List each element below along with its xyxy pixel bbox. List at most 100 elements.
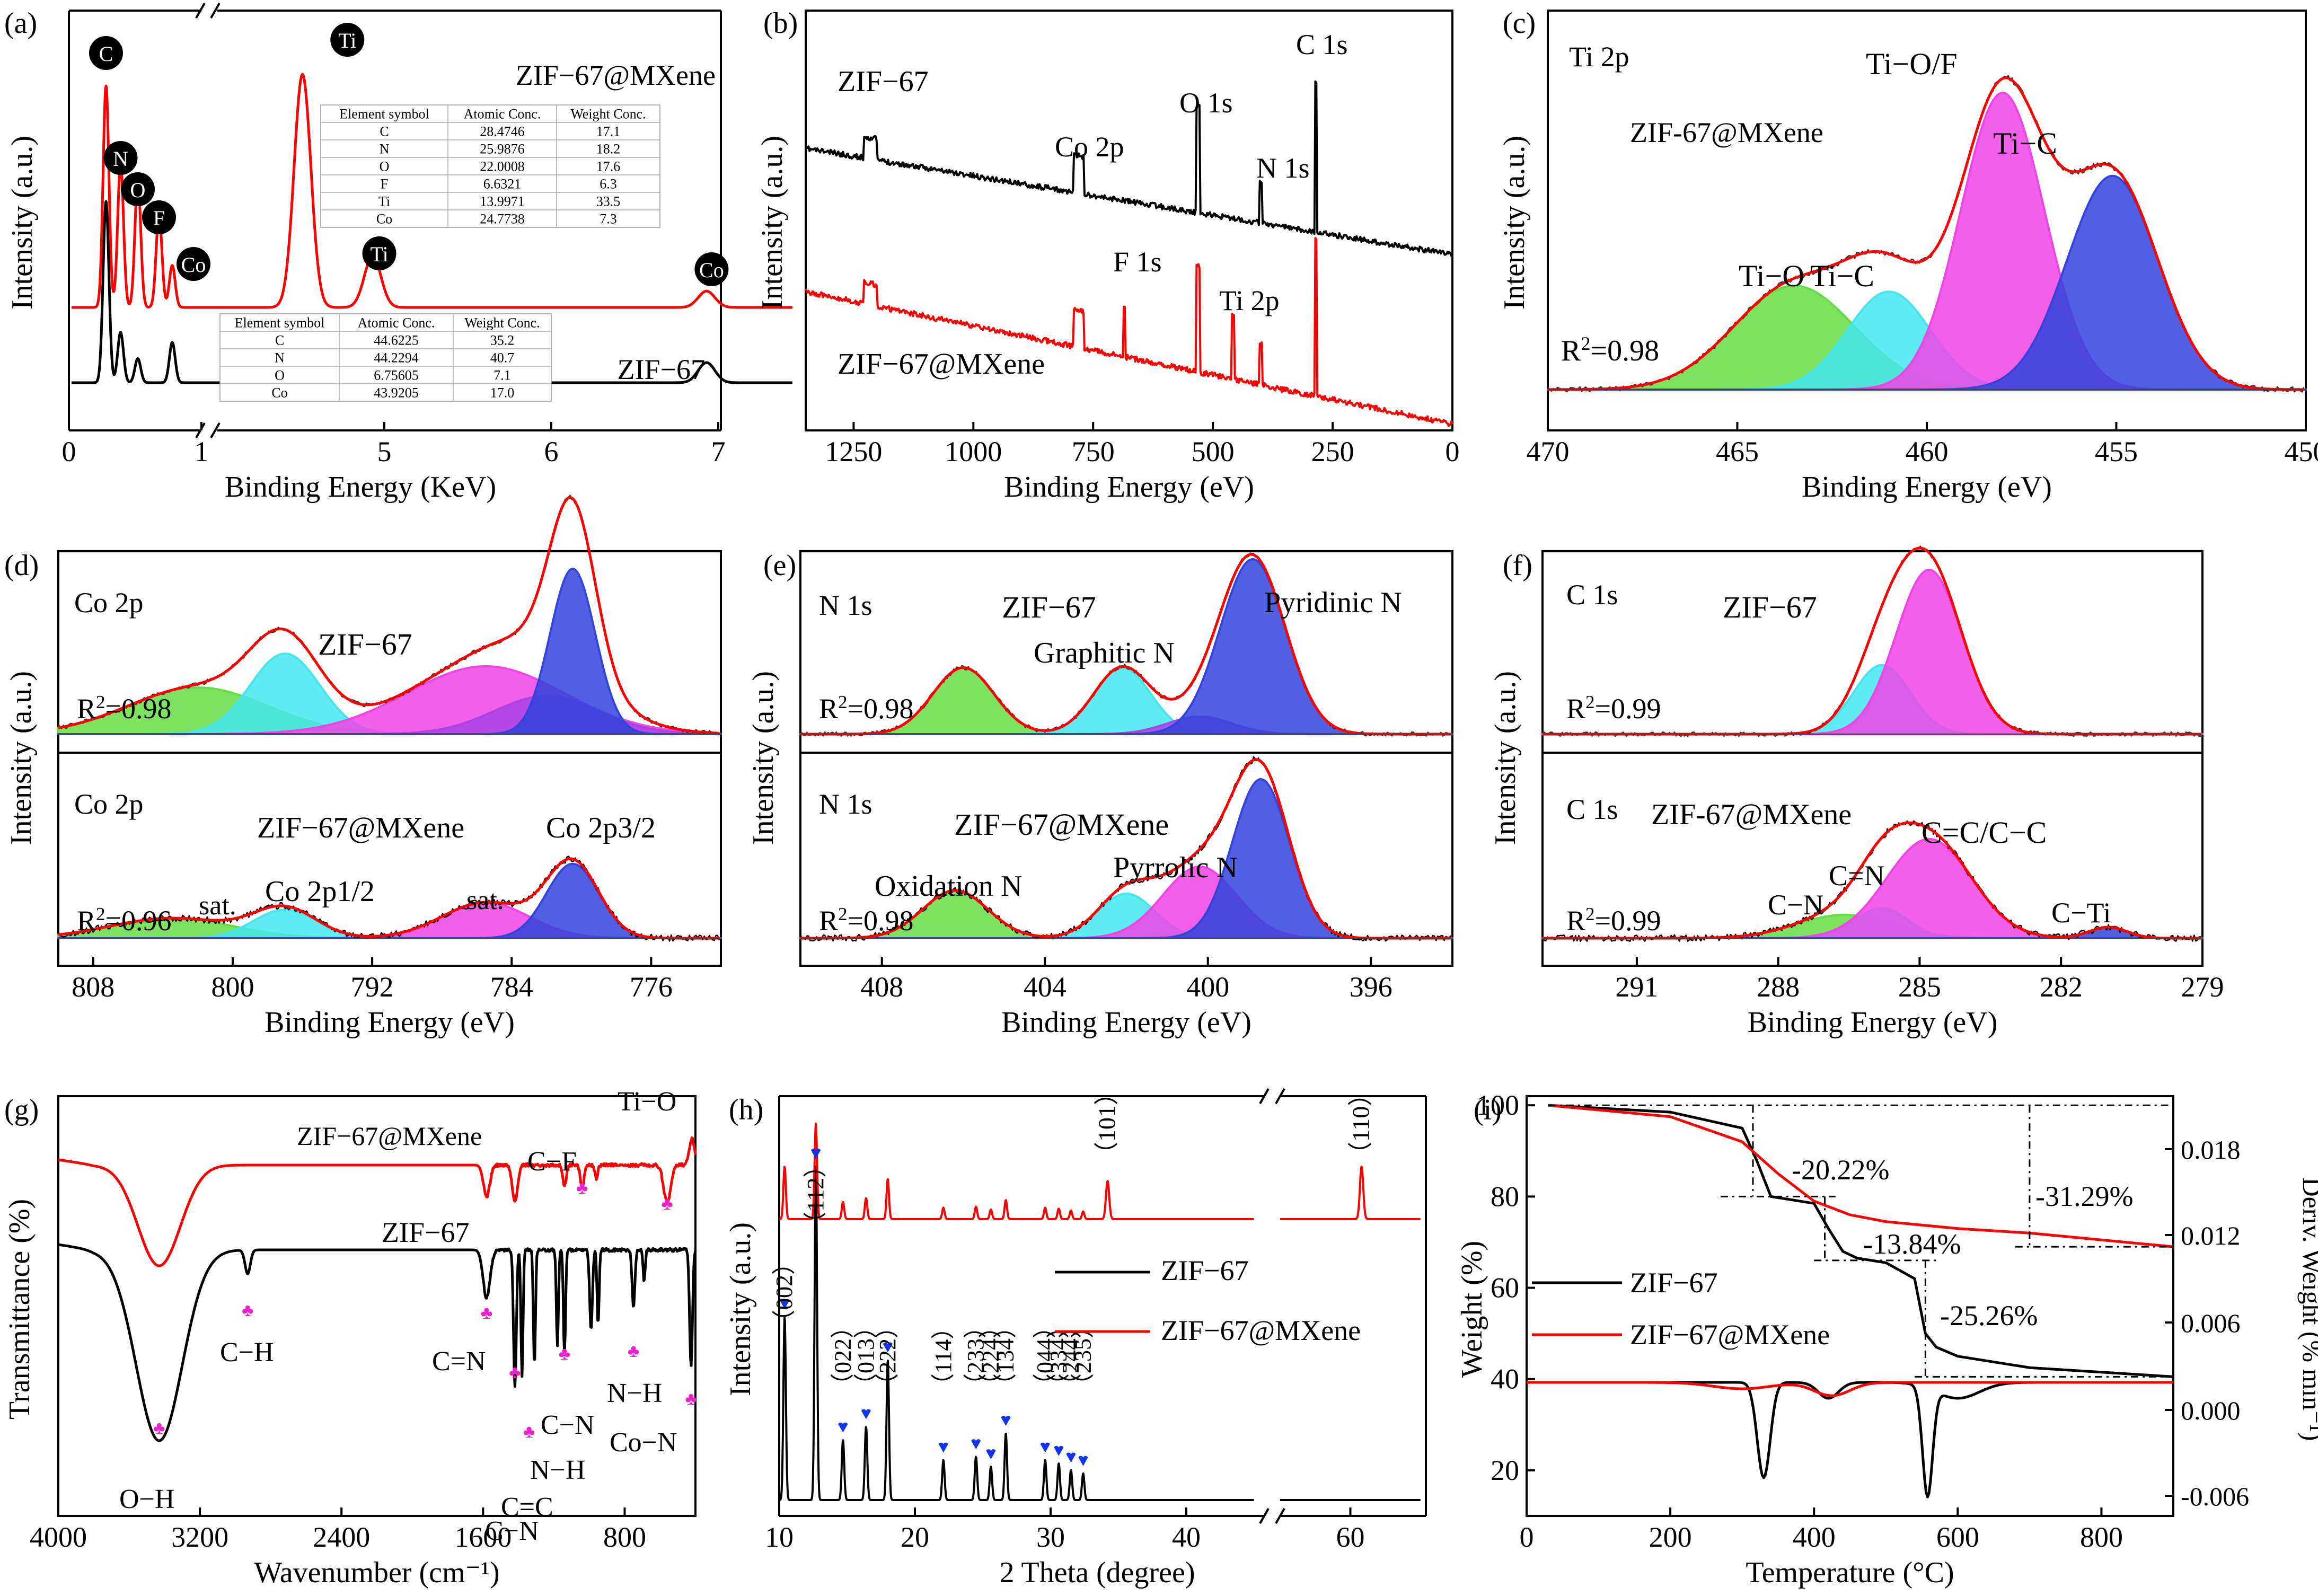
reflection-label-mxene: （101） — [1094, 1081, 1121, 1166]
x-tick-label: 470 — [1527, 436, 1570, 468]
axis-break — [195, 3, 206, 19]
reflection-label: （022） — [830, 1315, 856, 1397]
series-zif67-weight — [1548, 1104, 2174, 1378]
x-tick-label: 6 — [544, 436, 559, 468]
series-zif67-derivative — [1527, 1381, 2173, 1498]
r-squared: R2=0.96 — [77, 904, 172, 937]
envelope-fit — [800, 553, 1451, 736]
reflection-label: （222） — [875, 1315, 901, 1397]
table-cell: 18.2 — [596, 142, 621, 157]
series-zif67-line-seg0 — [778, 1165, 1255, 1501]
element-marker-label: F — [153, 206, 165, 230]
reflection-label: （044） — [1032, 1315, 1058, 1397]
band-annotation: C−H — [220, 1337, 274, 1368]
y-axis-label: Weight (%) — [1456, 1241, 1488, 1378]
axis-break — [210, 3, 221, 19]
x-tick-label: 500 — [1192, 436, 1235, 468]
x-tick-label: 0 — [1446, 436, 1460, 468]
envelope-fit — [800, 758, 1451, 940]
x-tick-label: 30 — [1036, 1521, 1065, 1553]
series-label-zif67: ZIF−67 — [382, 1216, 469, 1248]
table-cell: 17.1 — [596, 124, 621, 139]
reflection-marker — [1078, 1456, 1088, 1466]
element-marker-co — [694, 252, 729, 286]
y-axis-label: Transmittance (%) — [3, 1199, 36, 1419]
peak-annotation: Graphitic N — [1034, 637, 1175, 669]
band-annotation: Co−N — [610, 1427, 677, 1458]
reflection-marker — [1054, 1445, 1064, 1456]
table-cell: 6.3 — [600, 177, 617, 192]
axis-break — [1259, 1088, 1270, 1104]
y-axis-label: Intensity (a.u.) — [1489, 671, 1522, 845]
x-tick-label: 291 — [1615, 971, 1658, 1003]
series-zif67-line-low — [70, 200, 222, 384]
component-label: Ti−C — [1993, 126, 2057, 161]
peak-annotation: C=N — [1829, 860, 1884, 892]
y-tick-label: 60 — [1491, 1272, 1519, 1304]
band-marker: ♣ — [481, 1303, 492, 1323]
x-tick-label: 0 — [1520, 1521, 1534, 1553]
component-label: Ti−O — [1739, 259, 1804, 293]
table-cell: 7.1 — [493, 368, 511, 383]
x-axis-label: Temperature (°C) — [1746, 1556, 1954, 1589]
reflection-marker — [811, 1149, 821, 1159]
r-squared: R2=0.98 — [77, 692, 172, 725]
table-header: Weight Conc. — [464, 315, 540, 331]
panel-label: (b) — [763, 7, 798, 40]
table-cell: 17.0 — [490, 385, 515, 401]
series-label-zif67: ZIF−67 — [618, 354, 705, 385]
band-annotation: C=C — [501, 1492, 553, 1522]
reflection-label: （233） — [963, 1315, 989, 1397]
legend-label-zif67-mxene: ZIF−67@MXene — [1630, 1319, 1830, 1351]
core-level-label: Co 2p — [74, 587, 144, 619]
table-cell: Co — [376, 211, 392, 227]
table-frame — [219, 313, 552, 402]
table-cell: 43.9205 — [374, 385, 419, 401]
band-annotation: Ti−O — [618, 1087, 676, 1117]
table-cell: 24.7738 — [480, 211, 525, 227]
axis-break — [1259, 1508, 1270, 1524]
table-cell: 40.7 — [490, 350, 515, 366]
x-tick-label: 5 — [377, 436, 392, 468]
table-cell: O — [380, 159, 390, 174]
reflection-label: （112） — [803, 1154, 829, 1235]
reflection-label: （334） — [1045, 1315, 1071, 1397]
weight-loss-label: -25.26% — [1940, 1300, 2038, 1332]
core-level-label: C 1s — [1566, 793, 1618, 825]
x-tick-label: 1250 — [825, 436, 882, 468]
reflection-marker — [883, 1342, 893, 1353]
y2-tick-label: 0.000 — [2181, 1396, 2241, 1425]
band-marker: ♣ — [153, 1418, 165, 1438]
series-zif67-mxene-line-low — [70, 84, 222, 309]
table-cell: 22.0008 — [480, 159, 525, 174]
element-marker-o — [121, 172, 155, 206]
r-squared: R2=0.99 — [1566, 904, 1661, 937]
x-tick-label: 808 — [72, 971, 114, 1003]
y-axis-label: Intensity (a.u.) — [756, 136, 789, 310]
weight-loss-label: -20.22% — [1792, 1154, 1889, 1186]
panel-label: (a) — [4, 7, 37, 40]
series-label-zif67-mxene: ZIF−67@MXene — [838, 348, 1045, 381]
peak-annotation: N 1s — [1256, 152, 1310, 184]
table-cell: 35.2 — [490, 333, 515, 348]
legend-label-zif67: ZIF−67 — [1161, 1255, 1248, 1286]
element-marker-label: O — [130, 178, 146, 202]
x-axis-label: Binding Energy (KeV) — [225, 471, 496, 504]
x-tick-label: 282 — [2040, 971, 2083, 1003]
x-tick-label: 776 — [630, 971, 673, 1003]
envelope-fit — [58, 496, 720, 735]
y-axis-label: Intensity (a.u.) — [747, 671, 780, 845]
element-marker-label: Ti — [338, 29, 356, 52]
series-label-zif67: ZIF−67 — [838, 65, 929, 98]
x-tick-label: 408 — [860, 971, 903, 1003]
reflection-marker — [1001, 1416, 1011, 1426]
reflection-marker — [838, 1422, 848, 1433]
series-zif67-mxene-line-seg1 — [1279, 1166, 1421, 1220]
r-squared: R2=0.99 — [1566, 692, 1661, 725]
peak-annotation: Ti 2p — [1219, 285, 1280, 316]
core-level-label: N 1s — [819, 589, 872, 621]
reflection-marker — [986, 1449, 996, 1459]
band-marker: ♣ — [576, 1178, 588, 1198]
weight-loss-label: -13.84% — [1863, 1228, 1961, 1260]
